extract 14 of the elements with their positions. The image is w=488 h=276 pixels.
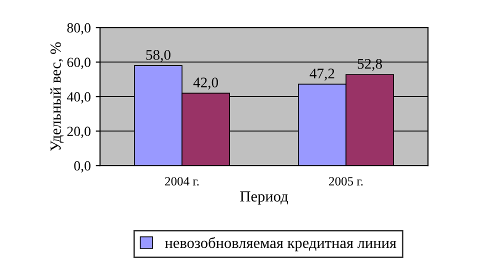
x-tick-label: 2004 г. — [165, 177, 199, 186]
x-tick-label: 2005 г. — [329, 177, 363, 186]
y-tick-label: 0,0 — [74, 161, 90, 173]
data-label: 58,0 — [146, 50, 170, 62]
y-tick-label: 80,0 — [67, 23, 90, 35]
y-tick-label: 40,0 — [66, 92, 90, 104]
data-label: 52,8 — [358, 58, 382, 71]
y-tick-label: 60,0 — [67, 58, 90, 70]
x-axis-title: Период — [240, 191, 288, 205]
y-tick-label: 20,0 — [67, 126, 90, 138]
data-label: 42,0 — [193, 78, 218, 90]
legend-label: невозобновляемая кредитная линия — [165, 237, 396, 252]
data-label: 47,2 — [310, 68, 334, 81]
y-axis-title: Удельный вес, % — [50, 42, 64, 151]
